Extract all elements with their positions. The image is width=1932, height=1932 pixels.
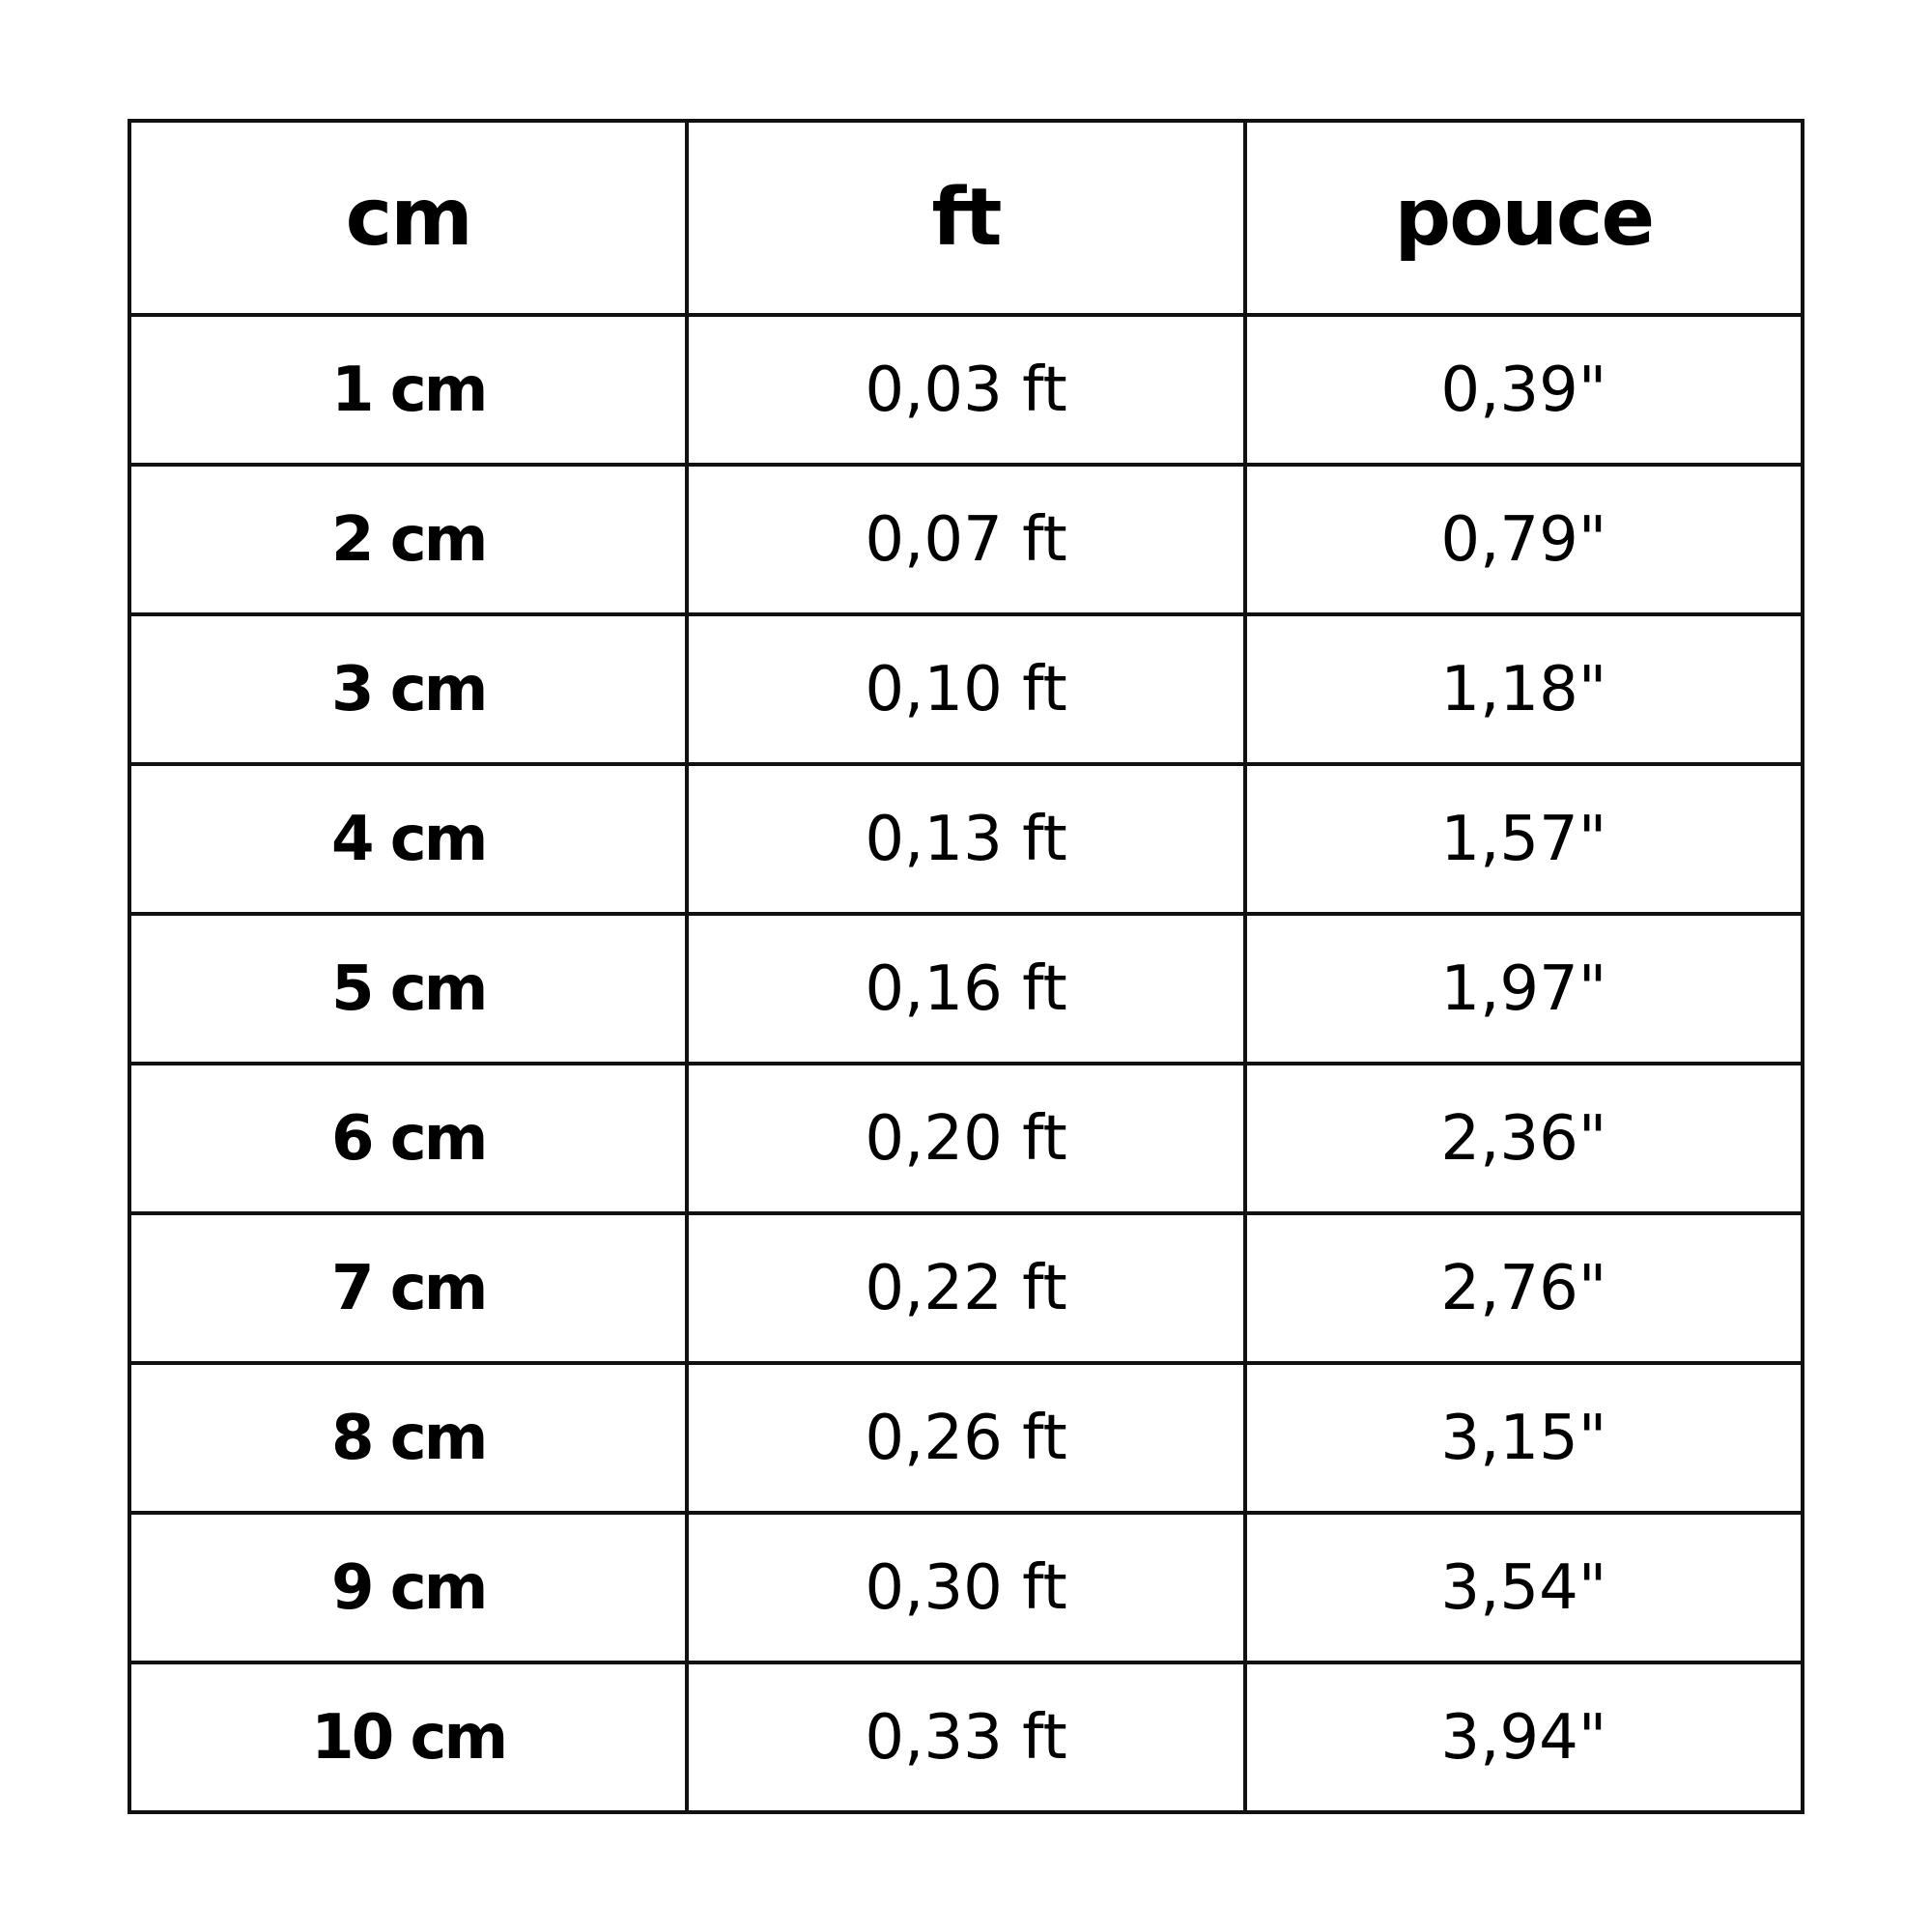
cm-cell: 9 cm	[127, 1511, 690, 1664]
table-row: 8 cm 0,26 ft 3,15"	[127, 1361, 1805, 1515]
table-row: 5 cm 0,16 ft 1,97"	[127, 912, 1805, 1065]
ft-cell: 0,26 ft	[685, 1361, 1247, 1515]
ft-cell: 0,33 ft	[685, 1661, 1247, 1814]
pouce-cell: 3,15"	[1242, 1361, 1805, 1515]
header-row: cm ft pouce	[127, 119, 1805, 317]
cm-cell: 3 cm	[127, 612, 690, 766]
table-row: 10 cm 0,33 ft 3,94"	[127, 1661, 1805, 1814]
pouce-cell: 1,97"	[1242, 912, 1805, 1065]
ft-cell: 0,22 ft	[685, 1211, 1247, 1365]
cm-cell: 4 cm	[127, 762, 690, 916]
ft-cell: 0,13 ft	[685, 762, 1247, 916]
header-pouce: pouce	[1242, 119, 1805, 317]
table-row: 3 cm 0,10 ft 1,18"	[127, 612, 1805, 766]
header-cm: cm	[127, 119, 690, 317]
table-row: 7 cm 0,22 ft 2,76"	[127, 1211, 1805, 1365]
pouce-cell: 2,76"	[1242, 1211, 1805, 1365]
cm-cell: 7 cm	[127, 1211, 690, 1365]
table-row: 6 cm 0,20 ft 2,36"	[127, 1062, 1805, 1215]
pouce-cell: 3,54"	[1242, 1511, 1805, 1664]
table-row: 2 cm 0,07 ft 0,79"	[127, 463, 1805, 616]
ft-cell: 0,03 ft	[685, 313, 1247, 467]
cm-cell: 8 cm	[127, 1361, 690, 1515]
pouce-cell: 2,36"	[1242, 1062, 1805, 1215]
cm-cell: 1 cm	[127, 313, 690, 467]
cm-cell: 6 cm	[127, 1062, 690, 1215]
pouce-cell: 3,94"	[1242, 1661, 1805, 1814]
header-ft: ft	[685, 119, 1247, 317]
pouce-cell: 1,57"	[1242, 762, 1805, 916]
cm-cell: 5 cm	[127, 912, 690, 1065]
table-row: 1 cm 0,03 ft 0,39"	[127, 313, 1805, 467]
table-row: 9 cm 0,30 ft 3,54"	[127, 1511, 1805, 1664]
ft-cell: 0,10 ft	[685, 612, 1247, 766]
cm-cell: 10 cm	[127, 1661, 690, 1814]
pouce-cell: 0,39"	[1242, 313, 1805, 467]
pouce-cell: 0,79"	[1242, 463, 1805, 616]
ft-cell: 0,16 ft	[685, 912, 1247, 1065]
ft-cell: 0,30 ft	[685, 1511, 1247, 1664]
conversion-table: cm ft pouce 1 cm 0,03 ft 0,39" 2 cm 0,07 ft 0…	[127, 119, 1805, 1814]
table-row: 4 cm 0,13 ft 1,57"	[127, 762, 1805, 916]
cm-cell: 2 cm	[127, 463, 690, 616]
ft-cell: 0,07 ft	[685, 463, 1247, 616]
ft-cell: 0,20 ft	[685, 1062, 1247, 1215]
pouce-cell: 1,18"	[1242, 612, 1805, 766]
